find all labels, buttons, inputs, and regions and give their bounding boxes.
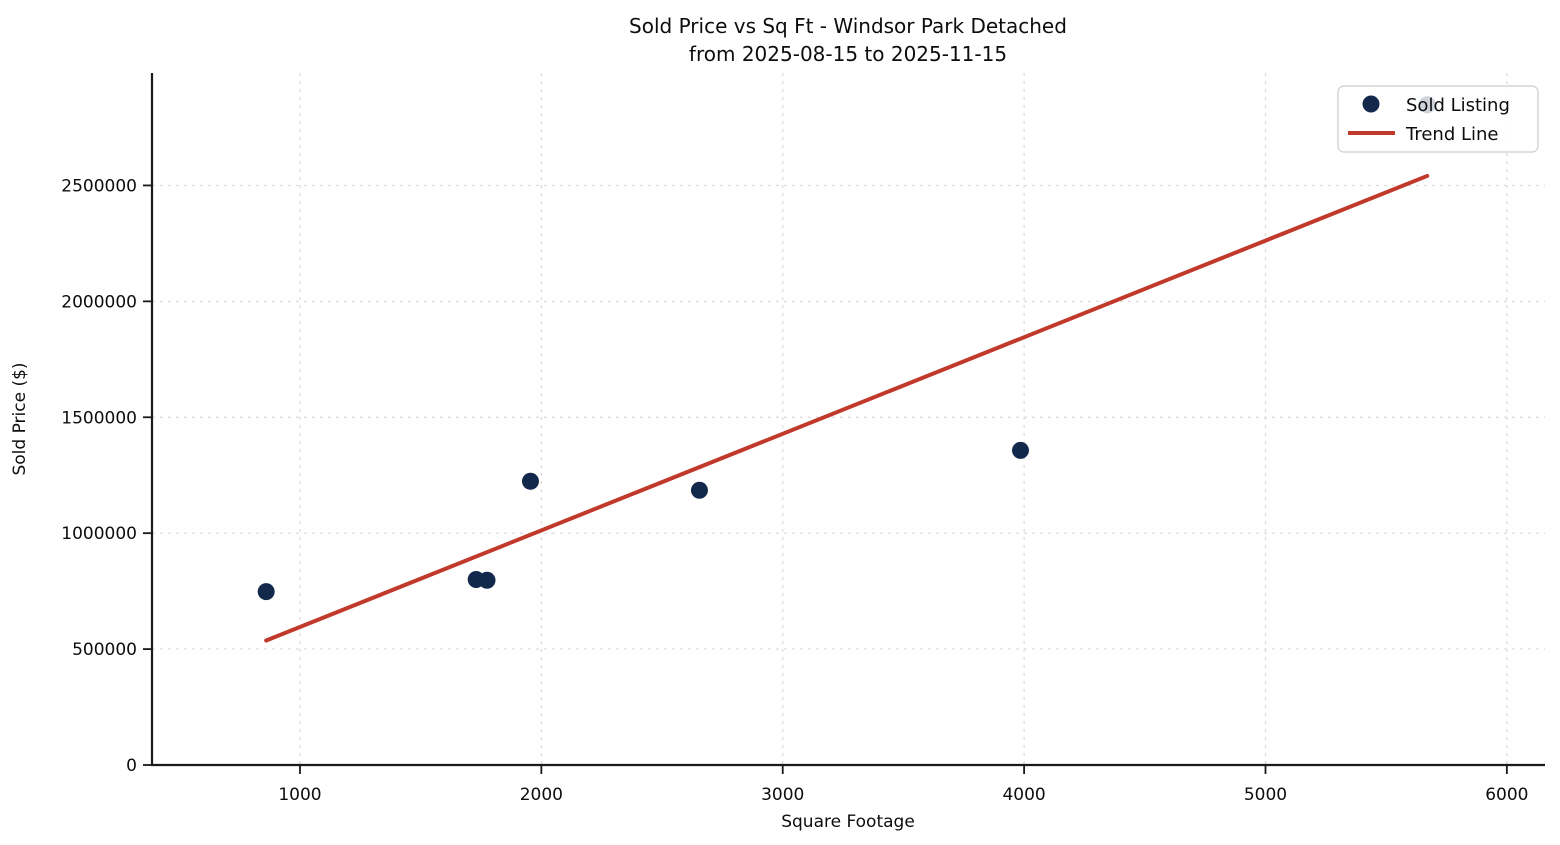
scatter-point — [1011, 441, 1029, 459]
chart-subtitle: from 2025-08-15 to 2025-11-15 — [689, 42, 1007, 66]
legend-label-sold-listing: Sold Listing — [1406, 95, 1510, 116]
x-tick-label: 2000 — [520, 785, 563, 805]
x-axis-label: Square Footage — [781, 812, 915, 832]
x-tick-label: 5000 — [1244, 785, 1287, 805]
scatter-point — [690, 481, 708, 499]
y-tick-label: 500000 — [72, 640, 137, 660]
trend-line — [264, 173, 1430, 643]
legend-box — [1337, 85, 1539, 153]
y-tick-label: 2500000 — [61, 176, 137, 196]
x-tick-label: 6000 — [1485, 785, 1528, 805]
y-tick-label: 0 — [126, 756, 137, 776]
data-series — [257, 96, 1436, 643]
scatter-point — [257, 583, 275, 601]
chart-title: Sold Price vs Sq Ft - Windsor Park Detac… — [629, 14, 1067, 38]
y-tick-label: 1500000 — [61, 408, 137, 428]
axes: 1000 2000 3000 4000 5000 6000 0 500000 1000000 15… — [61, 73, 1545, 805]
gridlines — [152, 73, 1545, 766]
y-tick-label: 2000000 — [61, 292, 137, 312]
x-tick-label: 4000 — [1002, 785, 1045, 805]
y-axis-label: Sold Price ($) — [10, 362, 30, 475]
legend-label-trend-line: Trend Line — [1405, 124, 1499, 145]
x-tick-label: 1000 — [278, 785, 321, 805]
legend: Sold Listing Trend Line — [1337, 85, 1539, 153]
x-tick-label: 3000 — [761, 785, 804, 805]
scatter-point — [478, 571, 496, 589]
y-tick-label: 1000000 — [61, 524, 137, 544]
scatter-point — [521, 472, 539, 490]
legend-marker-dot — [1362, 95, 1380, 113]
